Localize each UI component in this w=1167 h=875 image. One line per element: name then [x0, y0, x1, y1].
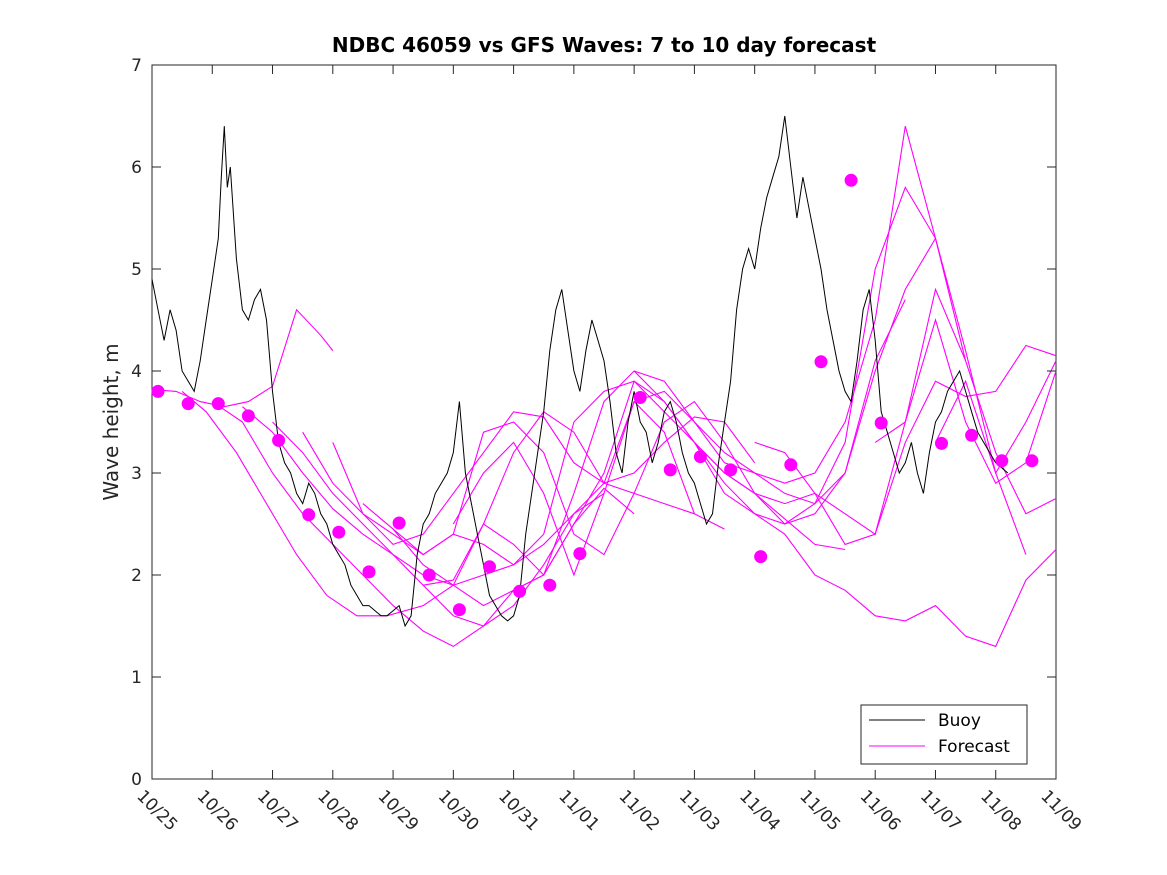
chart-title: NDBC 46059 vs GFS Waves: 7 to 10 day for…: [332, 33, 877, 57]
forecast-line-9: [392, 299, 906, 607]
forecast-line-17: [935, 360, 1057, 475]
forecast-line-15: [814, 287, 1057, 536]
forecast-point: [693, 450, 707, 464]
forecast-line-12: [633, 126, 1027, 555]
legend-box: [860, 704, 1028, 765]
legend: Buoy Forecast: [860, 704, 1028, 765]
forecast-point: [573, 547, 587, 561]
forecast-point: [302, 508, 316, 522]
forecast-point: [754, 550, 768, 564]
forecast-point: [181, 397, 195, 411]
forecast-point: [452, 603, 466, 617]
buoy-line: [151, 115, 1009, 628]
forecast-point: [241, 409, 255, 423]
forecast-line-1: [151, 308, 334, 408]
forecast-point: [784, 458, 798, 472]
legend-buoy-label: Buoy: [938, 711, 981, 731]
forecast-point: [935, 436, 948, 450]
forecast-point: [483, 560, 496, 574]
forecast-point: [844, 173, 858, 187]
legend-forecast-label: Forecast: [938, 737, 1010, 757]
forecast-line-5: [272, 411, 725, 586]
y-tick-label: 5: [131, 260, 142, 280]
forecast-point: [362, 565, 376, 579]
forecast-point: [633, 391, 647, 404]
forecast-point: [422, 568, 436, 582]
forecast-point: [965, 428, 979, 442]
y-tick-label: 6: [131, 158, 142, 178]
forecast-point: [874, 416, 888, 430]
y-axis-label: Wave height, m: [99, 343, 123, 500]
forecast-point: [1025, 454, 1039, 468]
forecast-point: [513, 584, 527, 598]
series-layer: [151, 115, 1057, 648]
y-tick-label: 4: [131, 362, 142, 382]
points-layer: [151, 173, 1039, 617]
forecast-line-11: [452, 186, 967, 577]
forecast-point: [543, 578, 557, 592]
forecast-point: [151, 384, 165, 398]
y-tick-label: 7: [131, 56, 142, 76]
forecast-point: [211, 397, 225, 411]
forecast-point: [392, 516, 406, 530]
y-tick-label: 3: [131, 464, 142, 484]
forecast-point: [724, 463, 738, 477]
y-tick-label: 0: [131, 770, 142, 790]
y-axis: 0 1 2 3 4 5 6 7: [131, 56, 1056, 790]
forecast-point: [272, 433, 286, 447]
forecast-point: [814, 355, 828, 369]
forecast-point: [995, 454, 1009, 468]
forecast-line-4: [242, 400, 695, 627]
y-tick-label: 1: [131, 668, 142, 688]
forecast-line-14: [754, 344, 1057, 546]
plot-area: [151, 64, 1057, 780]
forecast-line-10: [423, 238, 936, 586]
forecast-line-13: [693, 442, 1057, 648]
forecast-line-6: [302, 411, 756, 546]
forecast-point: [332, 525, 346, 539]
forecast-point: [663, 463, 677, 477]
y-tick-label: 2: [131, 566, 142, 586]
